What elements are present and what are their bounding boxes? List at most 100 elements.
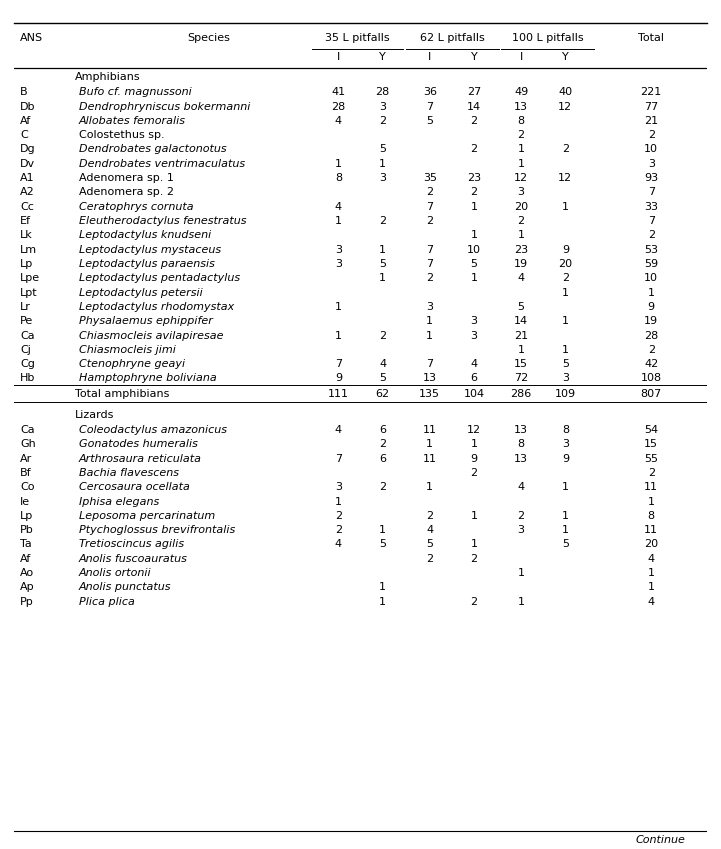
Text: 2: 2 <box>426 554 433 564</box>
Text: 8: 8 <box>518 115 525 126</box>
Text: 1: 1 <box>471 511 477 520</box>
Text: 7: 7 <box>426 259 433 269</box>
Text: Ef: Ef <box>20 216 31 226</box>
Text: Af: Af <box>20 554 31 564</box>
Text: 9: 9 <box>562 453 569 464</box>
Text: 1: 1 <box>562 526 569 535</box>
Text: 21: 21 <box>514 330 528 340</box>
Text: 93: 93 <box>644 173 658 183</box>
Text: 42: 42 <box>644 359 658 369</box>
Text: 1: 1 <box>335 330 342 340</box>
Text: 6: 6 <box>379 453 386 464</box>
Text: Chiasmocleis jimi: Chiasmocleis jimi <box>79 345 176 355</box>
Text: Leptodactylus petersii: Leptodactylus petersii <box>79 288 203 298</box>
Text: 4: 4 <box>647 554 655 564</box>
Text: 1: 1 <box>335 216 342 226</box>
Text: 7: 7 <box>426 245 433 255</box>
Text: 27: 27 <box>467 87 481 98</box>
Text: 2: 2 <box>647 130 655 140</box>
Text: 12: 12 <box>558 173 572 183</box>
Text: 1: 1 <box>426 439 433 449</box>
Text: 3: 3 <box>518 188 525 198</box>
Text: 9: 9 <box>335 374 342 384</box>
Text: 13: 13 <box>423 374 437 384</box>
Text: Colostethus sp.: Colostethus sp. <box>79 130 164 140</box>
Text: 2: 2 <box>562 144 569 155</box>
Text: Adenomera sp. 1: Adenomera sp. 1 <box>79 173 174 183</box>
Text: 62: 62 <box>376 389 390 399</box>
Text: Iphisa elegans: Iphisa elegans <box>79 497 159 507</box>
Text: 1: 1 <box>647 582 655 593</box>
Text: Lm: Lm <box>20 245 37 255</box>
Text: 72: 72 <box>514 374 528 384</box>
Text: I: I <box>519 52 523 62</box>
Text: 4: 4 <box>335 115 342 126</box>
Text: Leptodactylus knudseni: Leptodactylus knudseni <box>79 230 211 240</box>
Text: 4: 4 <box>470 359 477 369</box>
Text: Lr: Lr <box>20 302 31 312</box>
Text: A1: A1 <box>20 173 35 183</box>
Text: 3: 3 <box>518 526 525 535</box>
Text: 1: 1 <box>426 316 433 326</box>
Text: 23: 23 <box>514 245 528 255</box>
Text: 2: 2 <box>647 230 655 240</box>
Text: 3: 3 <box>562 439 569 449</box>
Text: 14: 14 <box>514 316 528 326</box>
Text: Pb: Pb <box>20 526 34 535</box>
Text: Ao: Ao <box>20 568 34 578</box>
Text: 4: 4 <box>335 425 342 435</box>
Text: 13: 13 <box>514 425 528 435</box>
Text: Lizards: Lizards <box>75 410 115 420</box>
Text: Cercosaura ocellata: Cercosaura ocellata <box>79 482 190 492</box>
Text: 8: 8 <box>562 425 569 435</box>
Text: 8: 8 <box>647 511 655 520</box>
Text: 3: 3 <box>379 102 386 111</box>
Text: 9: 9 <box>562 245 569 255</box>
Text: 4: 4 <box>379 359 386 369</box>
Text: 1: 1 <box>562 288 569 298</box>
Text: 286: 286 <box>510 389 531 399</box>
Text: 1: 1 <box>379 245 386 255</box>
Text: Lk: Lk <box>20 230 32 240</box>
Text: 7: 7 <box>335 359 342 369</box>
Text: Coleodactylus amazonicus: Coleodactylus amazonicus <box>79 425 227 435</box>
Text: Leptodactylus paraensis: Leptodactylus paraensis <box>79 259 215 269</box>
Text: 11: 11 <box>423 425 437 435</box>
Text: Cc: Cc <box>20 202 34 211</box>
Text: 19: 19 <box>644 316 658 326</box>
Text: Bf: Bf <box>20 468 32 478</box>
Text: 1: 1 <box>562 345 569 355</box>
Text: Co: Co <box>20 482 35 492</box>
Text: Total: Total <box>638 33 664 43</box>
Text: 2: 2 <box>426 188 433 198</box>
Text: 111: 111 <box>328 389 349 399</box>
Text: 2: 2 <box>335 526 342 535</box>
Text: Pe: Pe <box>20 316 33 326</box>
Text: 3: 3 <box>471 316 477 326</box>
Text: 1: 1 <box>562 316 569 326</box>
Text: 4: 4 <box>647 597 655 607</box>
Text: 23: 23 <box>467 173 481 183</box>
Text: Plica plica: Plica plica <box>79 597 135 607</box>
Text: Leptodactylus rhodomystax: Leptodactylus rhodomystax <box>79 302 234 312</box>
Text: 2: 2 <box>426 273 433 284</box>
Text: 1: 1 <box>379 597 386 607</box>
Text: 1: 1 <box>426 330 433 340</box>
Text: 2: 2 <box>647 345 655 355</box>
Text: 2: 2 <box>335 511 342 520</box>
Text: 2: 2 <box>647 468 655 478</box>
Text: 2: 2 <box>518 511 525 520</box>
Text: 9: 9 <box>470 453 477 464</box>
Text: Ta: Ta <box>20 539 32 549</box>
Text: Bachia flavescens: Bachia flavescens <box>79 468 179 478</box>
Text: Lpt: Lpt <box>20 288 37 298</box>
Text: Dendrobates ventrimaculatus: Dendrobates ventrimaculatus <box>79 159 245 169</box>
Text: 109: 109 <box>555 389 576 399</box>
Text: A2: A2 <box>20 188 35 198</box>
Text: B: B <box>20 87 27 98</box>
Text: 3: 3 <box>426 302 433 312</box>
Text: 10: 10 <box>644 273 658 284</box>
Text: 1: 1 <box>379 582 386 593</box>
Text: 1: 1 <box>471 202 477 211</box>
Text: 1: 1 <box>562 482 569 492</box>
